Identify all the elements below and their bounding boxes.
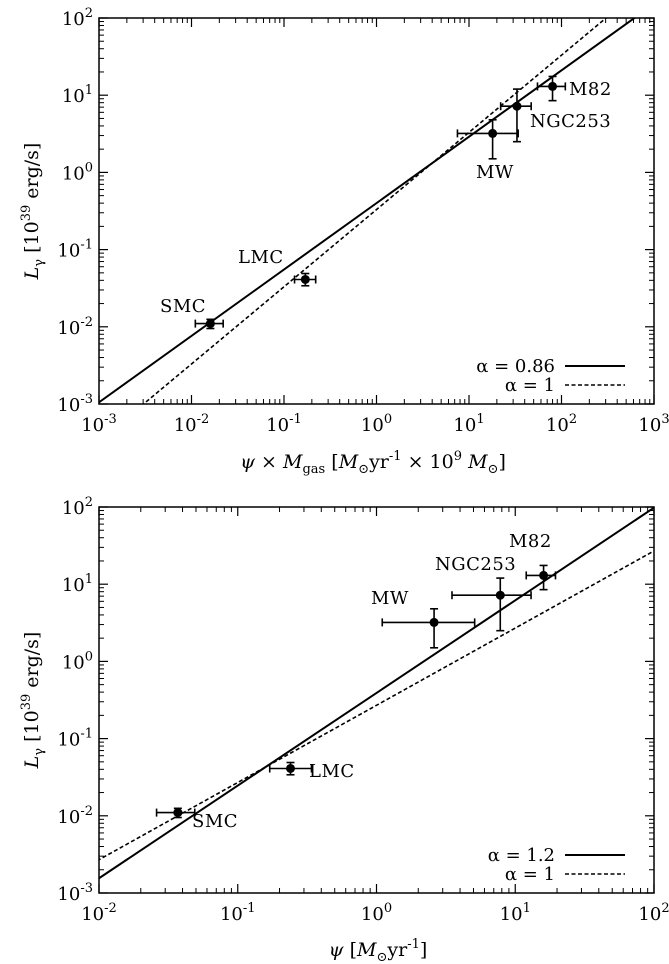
- fit-line-dashed: [99, 549, 654, 861]
- data-point-m82: [536, 75, 567, 102]
- data-point-m82: [525, 564, 557, 591]
- y-tick-label: 10-3: [57, 881, 93, 905]
- fit-line-solid: [99, 18, 637, 404]
- top-tick-labels: 10-3 10-2 10-1 100 101 102 103 10-3 10-2 10-1 100 1…: [57, 6, 669, 436]
- y-tick-label: 101: [62, 83, 93, 107]
- y-tick-label: 101: [62, 572, 93, 596]
- y-tick-label: 10-1: [57, 727, 93, 751]
- data-point-lmc: [268, 761, 313, 776]
- point-marker: [173, 808, 183, 818]
- x-tick-label: 10-3: [81, 412, 117, 436]
- data-point-ngc253: [451, 577, 532, 632]
- top-legend: α = 0.86 α = 1: [476, 356, 625, 396]
- point-marker: [429, 617, 439, 627]
- bottom-legend: α = 1.2 α = 1: [488, 845, 625, 885]
- x-tick-label: 10-2: [174, 412, 210, 436]
- y-tick-label: 102: [62, 6, 93, 30]
- top-y-axis-title: Lγ [1039 erg/s]: [19, 143, 47, 281]
- point-marker: [495, 590, 505, 600]
- top-label-smc: SMC: [160, 296, 206, 317]
- fit-line-dashed: [142, 18, 608, 404]
- x-tick-label: 100: [361, 901, 392, 925]
- x-tick-label: 102: [638, 901, 669, 925]
- bottom-label-mw: MW: [371, 588, 409, 609]
- bottom-plot-frame: [98, 506, 655, 894]
- bottom-data-points: [155, 564, 557, 819]
- y-tick-label: 10-2: [57, 315, 93, 339]
- top-x-axis-title: ψ × Mgas [M⊙yr-1 × 109 M⊙]: [240, 449, 506, 477]
- data-point-ngc253: [499, 88, 532, 143]
- point-marker: [286, 763, 296, 773]
- x-tick-label: 10-1: [266, 412, 302, 436]
- bottom-legend-label-0: α = 1.2: [488, 845, 555, 866]
- data-point-smc: [155, 807, 196, 819]
- point-marker: [300, 274, 310, 284]
- bottom-label-m82: M82: [509, 531, 552, 552]
- x-tick-label: 103: [638, 412, 669, 436]
- fit-line-solid: [99, 507, 654, 880]
- data-point-lmc: [293, 272, 317, 287]
- top-legend-label-0: α = 0.86: [476, 356, 555, 377]
- y-tick-label: 10-3: [57, 392, 93, 416]
- top-legend-label-1: α = 1: [505, 375, 555, 396]
- top-label-m82: M82: [569, 79, 612, 100]
- top-data-points: [194, 75, 567, 330]
- top-chart-panel: 10-3 10-2 10-1 100 101 102 103 10-3 10-2 10-1 100 1…: [19, 6, 669, 477]
- top-tick-marks: [98, 17, 655, 405]
- top-fit-lines: [99, 18, 637, 404]
- y-tick-label: 102: [62, 495, 93, 519]
- y-tick-label: 10-1: [57, 238, 93, 262]
- point-marker: [539, 570, 549, 580]
- bottom-fit-lines: [99, 507, 654, 880]
- top-label-mw: MW: [476, 162, 514, 183]
- top-label-ngc253: NGC253: [530, 111, 611, 132]
- data-point-smc: [194, 318, 224, 330]
- top-plot-frame: [98, 17, 655, 405]
- point-marker: [512, 101, 522, 111]
- top-label-lmc: LMC: [238, 247, 284, 268]
- bottom-label-smc: SMC: [192, 811, 238, 832]
- y-tick-label: 100: [62, 160, 93, 184]
- bottom-y-axis-title: Lγ [1039 erg/s]: [19, 632, 47, 770]
- bottom-x-axis-title: ψ [M⊙yr-1]: [329, 937, 428, 964]
- bottom-label-ngc253: NGC253: [435, 554, 516, 575]
- bottom-tick-marks: [98, 506, 655, 894]
- x-tick-label: 100: [361, 412, 392, 436]
- data-point-mw: [381, 608, 476, 649]
- point-marker: [488, 128, 498, 138]
- y-tick-label: 10-2: [57, 804, 93, 828]
- x-tick-label: 101: [500, 901, 531, 925]
- x-tick-label: 10-1: [220, 901, 256, 925]
- bottom-label-lmc: LMC: [309, 761, 355, 782]
- data-point-mw: [456, 119, 519, 160]
- bottom-legend-label-1: α = 1: [505, 864, 555, 885]
- x-tick-label: 101: [453, 412, 484, 436]
- point-marker: [548, 81, 558, 91]
- x-tick-label: 10-2: [81, 901, 117, 925]
- y-tick-label: 100: [62, 649, 93, 673]
- point-marker: [205, 319, 215, 329]
- x-tick-label: 102: [546, 412, 577, 436]
